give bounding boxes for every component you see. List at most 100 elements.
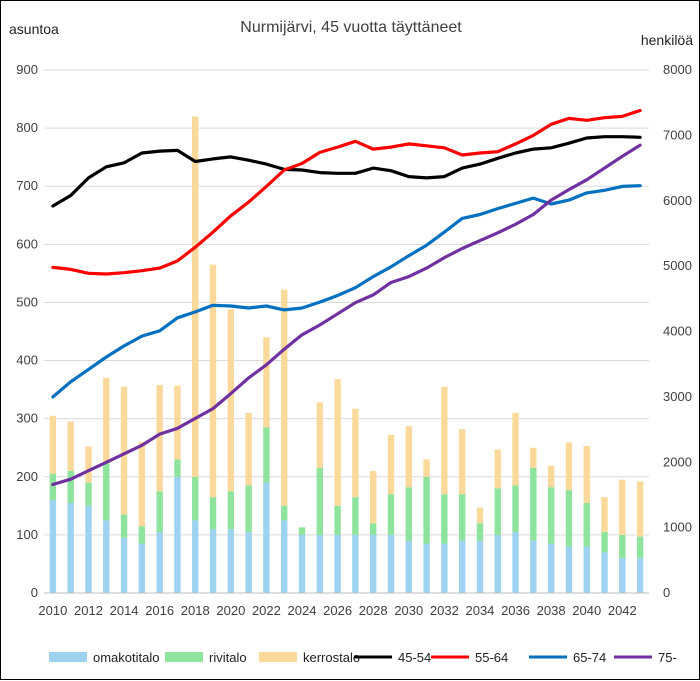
bar-rivitalo xyxy=(227,491,235,530)
bar-rivitalo xyxy=(85,482,92,506)
bar-rivitalo xyxy=(192,476,199,521)
bar-omakotitalo xyxy=(263,482,270,593)
bars xyxy=(49,116,644,593)
bar-kerrostalo xyxy=(209,264,217,498)
bar-kerrostalo xyxy=(476,507,484,524)
legend-swatch-kerrostalo xyxy=(259,652,297,662)
bar-omakotitalo xyxy=(352,534,359,593)
bar-omakotitalo xyxy=(138,543,146,593)
bar-rivitalo xyxy=(636,536,644,559)
legend-swatch-omakotitalo xyxy=(49,652,87,662)
bar-omakotitalo xyxy=(601,552,608,593)
bar-kerrostalo xyxy=(494,449,501,489)
bar-omakotitalo xyxy=(530,540,537,593)
bar-kerrostalo xyxy=(636,481,644,537)
x-tick-label: 2042 xyxy=(608,603,637,618)
left-tick-label: 400 xyxy=(16,353,38,368)
bar-kerrostalo xyxy=(565,442,573,491)
bar-rivitalo xyxy=(458,494,466,541)
line-65-74 xyxy=(51,184,642,399)
left-tick-label: 100 xyxy=(16,527,38,542)
bar-kerrostalo xyxy=(619,479,626,535)
right-tick-label: 0 xyxy=(663,585,670,600)
chart-title: Nurmijärvi, 45 vuotta täyttäneet xyxy=(240,19,462,36)
x-tick-label: 2020 xyxy=(216,603,245,618)
left-tick-label: 800 xyxy=(16,120,38,135)
left-tick-label: 500 xyxy=(16,294,38,309)
bar-rivitalo xyxy=(565,490,573,547)
x-tick-label: 2038 xyxy=(537,603,566,618)
x-tick-label: 2030 xyxy=(394,603,423,618)
x-tick-label: 2028 xyxy=(359,603,388,618)
bar-omakotitalo xyxy=(458,540,466,593)
left-tick-label: 300 xyxy=(16,411,38,426)
lines xyxy=(51,108,642,487)
bar-rivitalo xyxy=(423,476,430,544)
left-tick-label: 0 xyxy=(31,585,38,600)
bar-omakotitalo xyxy=(547,543,555,593)
x-tick-label: 2036 xyxy=(501,603,530,618)
bar-omakotitalo xyxy=(423,543,430,593)
right-tick-label: 2000 xyxy=(663,454,692,469)
bar-rivitalo xyxy=(547,487,555,544)
bar-kerrostalo xyxy=(174,385,181,460)
bar-omakotitalo xyxy=(441,543,448,593)
legend: omakotitalo rivitalo kerrostalo 45-54 55-64 6… xyxy=(49,650,677,665)
bar-omakotitalo xyxy=(636,558,644,593)
left-tick-label: 600 xyxy=(16,236,38,251)
bar-rivitalo xyxy=(476,523,484,541)
bar-kerrostalo xyxy=(512,412,519,486)
bar-rivitalo xyxy=(619,534,626,559)
left-axis-title: asuntoa xyxy=(9,21,59,37)
x-tick-label: 2034 xyxy=(465,603,494,618)
bar-omakotitalo xyxy=(512,531,519,593)
right-tick-label: 3000 xyxy=(663,389,692,404)
bar-omakotitalo xyxy=(85,505,92,593)
bar-omakotitalo xyxy=(334,534,341,593)
bar-omakotitalo xyxy=(174,476,181,593)
bar-rivitalo xyxy=(316,468,324,535)
x-tick-label: 2010 xyxy=(38,603,67,618)
left-ticks: 0 100 200 300 400 500 600 700 800 900 xyxy=(16,62,38,600)
bar-omakotitalo xyxy=(281,520,288,593)
bar-rivitalo xyxy=(387,494,395,535)
bar-rivitalo xyxy=(441,494,448,544)
gridlines xyxy=(44,69,649,536)
right-tick-label: 5000 xyxy=(663,258,692,273)
bar-rivitalo xyxy=(49,473,57,501)
bar-kerrostalo xyxy=(601,497,608,532)
bar-kerrostalo xyxy=(387,434,395,495)
x-tick-label: 2032 xyxy=(430,603,459,618)
bar-omakotitalo xyxy=(405,540,412,593)
bar-rivitalo xyxy=(369,523,377,535)
bar-omakotitalo xyxy=(103,520,110,593)
legend-label-65-74: 65-74 xyxy=(573,650,606,665)
legend-label-kerrostalo: kerrostalo xyxy=(303,650,360,665)
bar-omakotitalo xyxy=(192,520,199,593)
left-tick-label: 200 xyxy=(16,469,38,484)
bar-rivitalo xyxy=(209,497,217,530)
right-tick-label: 7000 xyxy=(663,127,692,142)
bar-rivitalo xyxy=(156,491,163,532)
bar-kerrostalo xyxy=(49,415,57,474)
bar-rivitalo xyxy=(494,488,501,535)
legend-label-rivitalo: rivitalo xyxy=(209,650,247,665)
bar-kerrostalo xyxy=(352,408,359,498)
bar-kerrostalo xyxy=(423,459,430,477)
legend-label-omakotitalo: omakotitalo xyxy=(93,650,159,665)
bar-rivitalo xyxy=(583,502,590,547)
bar-rivitalo xyxy=(530,468,537,541)
right-tick-label: 4000 xyxy=(663,324,692,339)
bar-omakotitalo xyxy=(67,502,74,593)
bar-kerrostalo xyxy=(369,470,377,524)
left-tick-label: 700 xyxy=(16,178,38,193)
bar-rivitalo xyxy=(298,527,306,535)
bar-rivitalo xyxy=(601,531,608,553)
bar-kerrostalo xyxy=(316,402,324,469)
right-tick-label: 1000 xyxy=(663,520,692,535)
bar-omakotitalo xyxy=(583,546,590,593)
right-tick-label: 6000 xyxy=(663,193,692,208)
bar-omakotitalo xyxy=(387,534,395,593)
x-ticks: 2010 2012 2014 2016 2018 2020 2022 2024 2026 2028… xyxy=(38,603,636,618)
